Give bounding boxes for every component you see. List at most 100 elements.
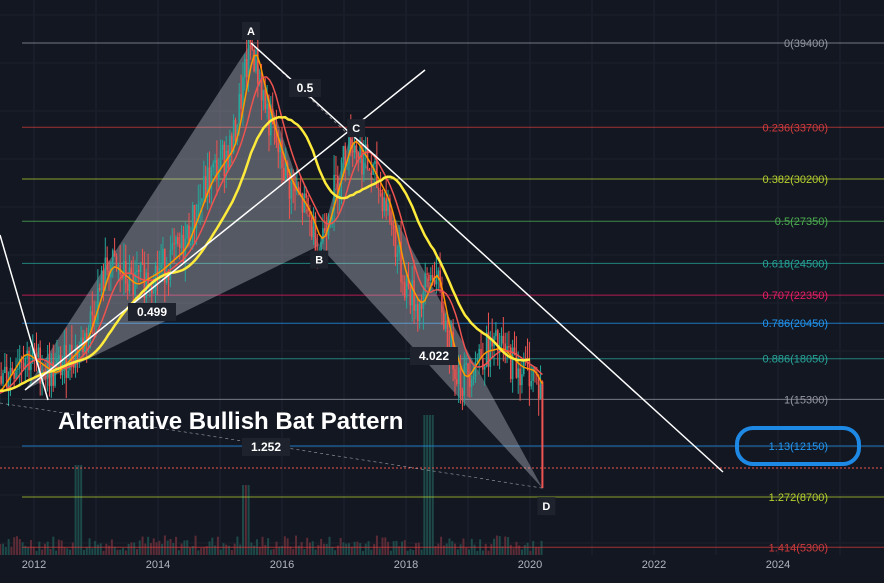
volume-bar: [292, 548, 295, 555]
pattern-points: A B C D: [242, 22, 556, 516]
candle-body: [44, 376, 47, 378]
volume-bar: [2, 543, 5, 555]
candle-body: [368, 168, 371, 171]
candle-body: [463, 364, 466, 396]
candle-body: [156, 265, 159, 277]
candle-body: [359, 144, 361, 158]
candle-body: [465, 363, 467, 365]
candle-body: [2, 373, 4, 384]
ma-slow-line: [0, 115, 531, 393]
candle-body: [151, 286, 153, 294]
volume-bar: [211, 537, 214, 555]
volume-bar: [85, 547, 88, 555]
candle-body: [264, 89, 267, 110]
candle-body: [357, 152, 360, 158]
volume-bar: [272, 548, 275, 555]
volume-bar: [420, 549, 423, 555]
volume-bar: [69, 549, 72, 555]
candle-body: [350, 124, 352, 151]
volume-bar: [46, 541, 49, 555]
candle-body: [346, 163, 348, 166]
candle-body: [199, 202, 201, 205]
candle-body: [439, 270, 441, 288]
volume-bar: [509, 544, 512, 555]
volume-bar: [339, 537, 342, 555]
volume-bar: [414, 543, 417, 555]
volume-bar: [208, 541, 211, 555]
candle-body: [402, 282, 404, 284]
volume-bar: [161, 543, 164, 555]
volume-bar: [423, 415, 426, 555]
volume-bar: [476, 550, 479, 555]
volume-bar: [102, 550, 105, 555]
candle-body: [234, 120, 237, 142]
candle-body: [102, 270, 105, 291]
candle-body: [160, 264, 162, 269]
volume-bar: [359, 543, 362, 555]
candle-body: [483, 366, 486, 370]
volume-bar: [364, 543, 367, 555]
candle-body: [20, 358, 23, 363]
volume-bar: [269, 549, 272, 555]
volume-bar: [412, 550, 415, 555]
volume-bar: [13, 537, 16, 555]
candle-body: [277, 142, 280, 153]
price-candles: [0, 24, 544, 489]
volume-bar: [336, 545, 339, 555]
volume-bar: [484, 543, 487, 555]
candle-body: [275, 128, 278, 143]
volume-bar: [133, 542, 136, 555]
volume-bar: [175, 536, 178, 555]
candle-body: [428, 274, 430, 281]
candle-body: [532, 367, 534, 382]
volume-bar: [431, 415, 434, 555]
volume-bar: [468, 549, 470, 555]
volume-bar: [375, 535, 378, 555]
volume-bar: [308, 542, 311, 555]
ma-fast-line: [0, 54, 544, 392]
volume-bar: [216, 536, 219, 555]
candle-body: [530, 381, 533, 387]
candle-body: [18, 358, 21, 369]
candle-body: [485, 332, 488, 367]
volume-bar: [283, 536, 286, 555]
point-box: [242, 22, 260, 40]
volume-bar: [451, 541, 454, 555]
candle-body: [517, 368, 520, 378]
volume-bar: [289, 546, 292, 555]
candle-body: [188, 225, 190, 246]
candle-body: [290, 181, 293, 199]
volume-bar: [521, 549, 524, 555]
volume-bar: [495, 535, 498, 555]
candle-body: [15, 369, 17, 379]
candle-body: [528, 360, 531, 387]
candle-body: [9, 367, 12, 381]
volume-bars: [0, 415, 543, 555]
candle-body: [82, 337, 84, 353]
candle-body: [56, 358, 58, 364]
candle-body: [80, 337, 82, 347]
volume-bar: [4, 546, 7, 555]
highlight-ellipse: [735, 426, 861, 466]
volume-bar: [534, 547, 537, 555]
candle-body: [124, 261, 127, 284]
candle-body: [283, 167, 285, 181]
candle-body: [190, 243, 192, 246]
volume-bar: [286, 538, 289, 555]
candle-body: [467, 363, 469, 377]
volume-bar: [250, 542, 253, 555]
volume-bar: [518, 545, 521, 555]
volume-bar: [63, 547, 66, 555]
candle-body: [106, 257, 108, 271]
volume-bar: [456, 549, 459, 555]
candle-body: [489, 338, 492, 367]
fib-level-label: 0(39400): [784, 38, 828, 50]
volume-bar: [370, 549, 373, 555]
candle-body: [171, 243, 174, 250]
candle-body: [435, 276, 438, 285]
candle-body: [95, 319, 97, 324]
candle-body: [348, 124, 350, 164]
volume-bar: [331, 547, 334, 555]
volume-bar: [526, 542, 529, 555]
